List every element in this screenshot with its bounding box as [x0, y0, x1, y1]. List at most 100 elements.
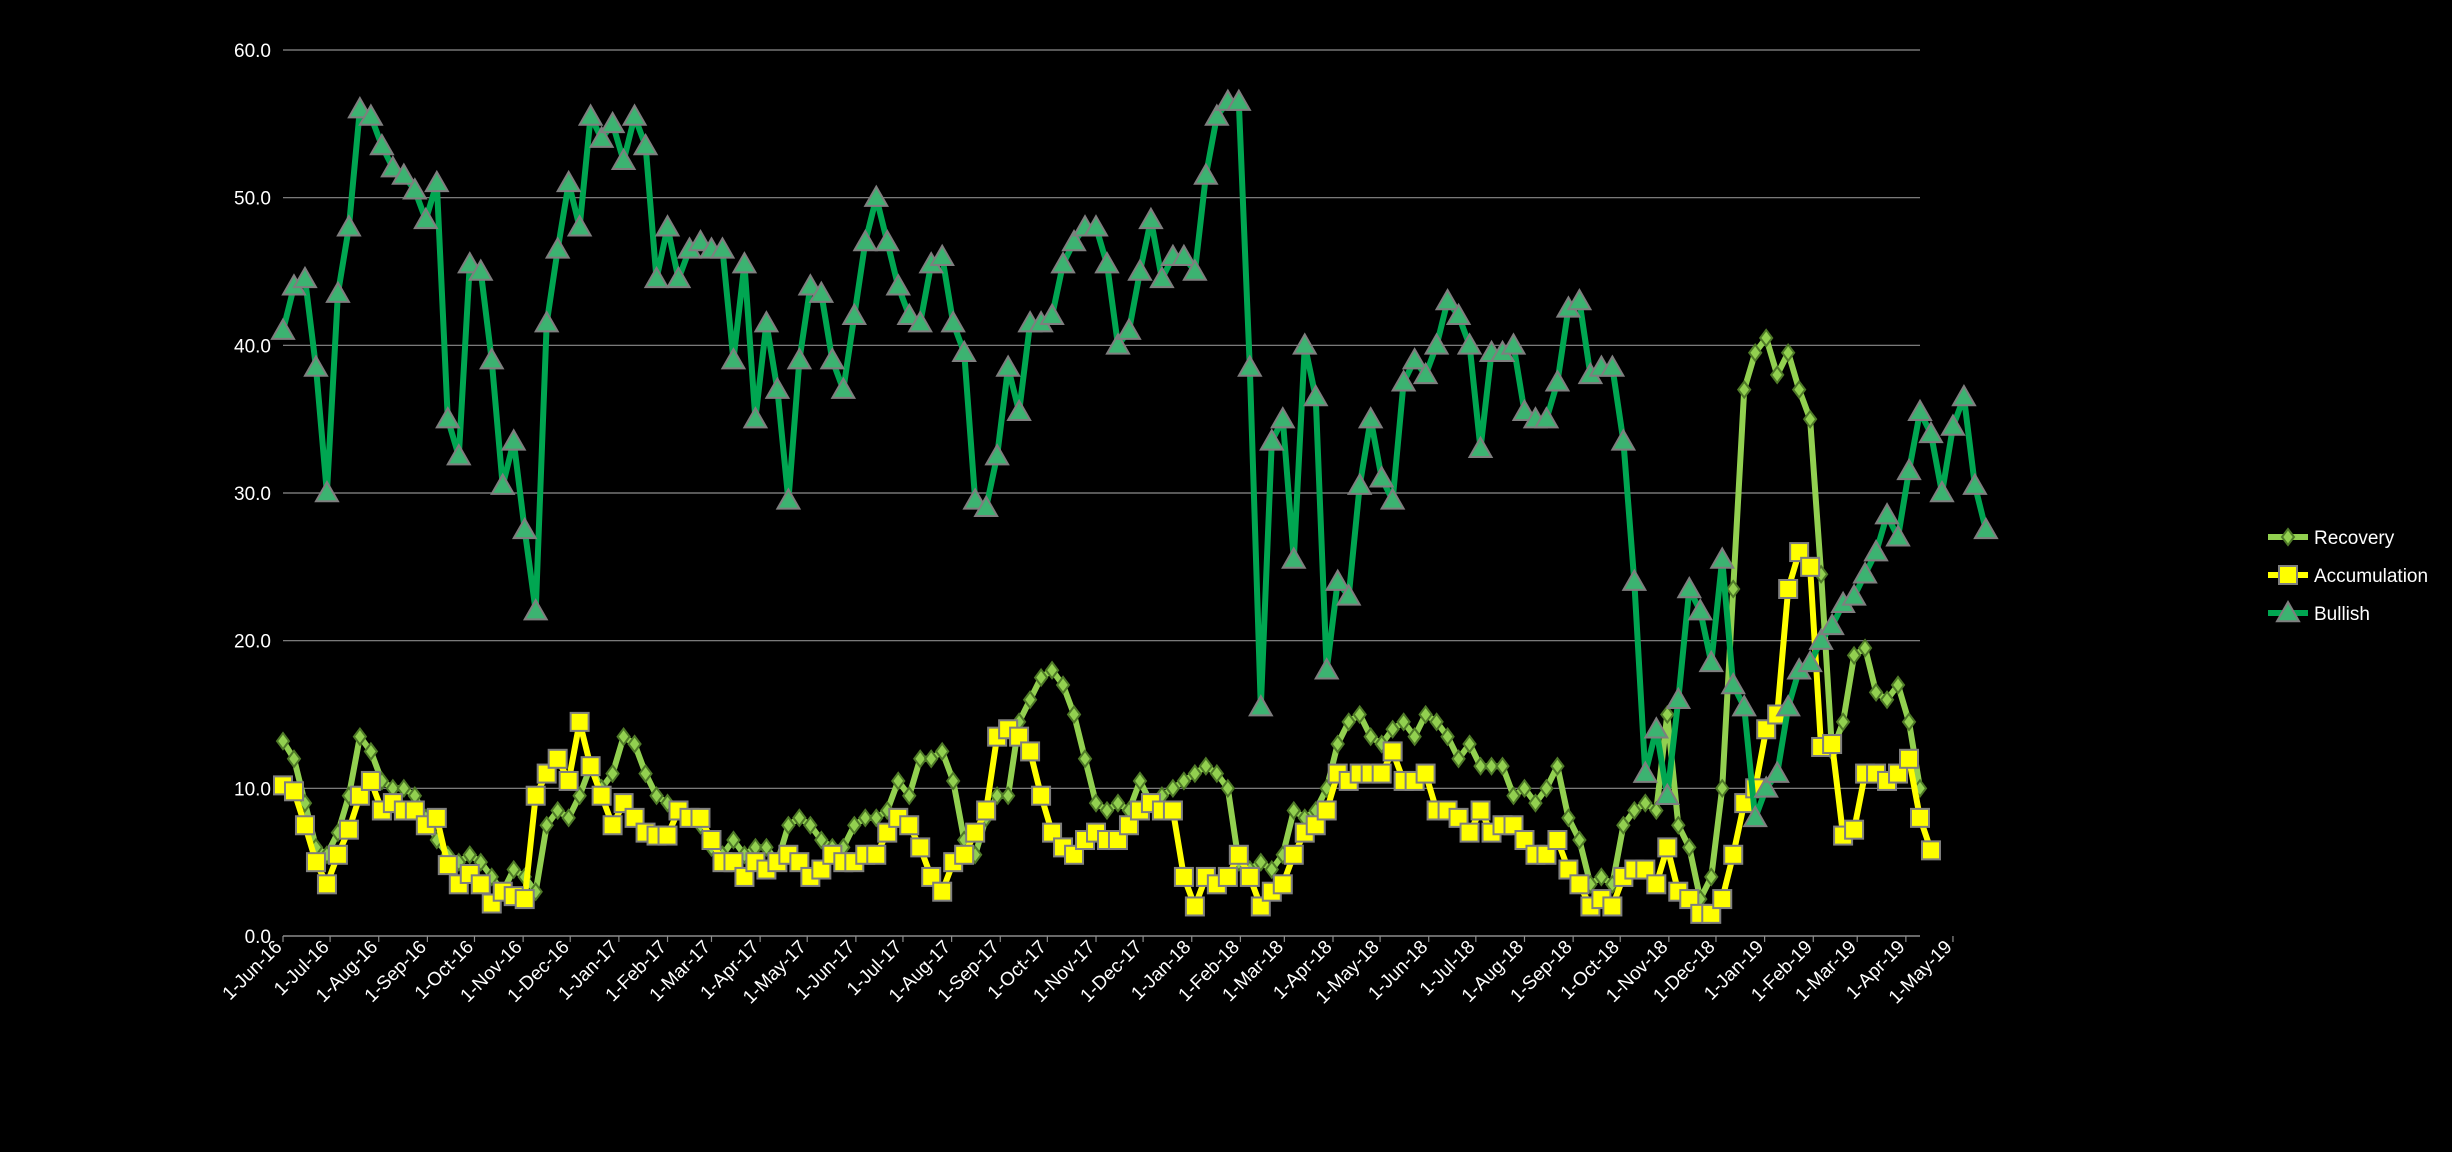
accumulation-point [1569, 874, 1590, 895]
bullish-point [1566, 288, 1593, 311]
bullish-point [819, 347, 846, 370]
accumulation-point [569, 711, 590, 732]
recovery-point [1758, 328, 1774, 348]
accumulation-point [932, 881, 953, 902]
recovery-point [1363, 726, 1378, 747]
legend-marker-accumulation [2278, 565, 2298, 585]
accumulation-point [1822, 734, 1843, 755]
recovery-point [1780, 343, 1796, 363]
bullish-point [1226, 88, 1252, 111]
bullish-point [1061, 228, 1087, 252]
recovery-point [1396, 712, 1411, 732]
bullish-point [709, 236, 736, 259]
bullish-point [1918, 420, 1944, 444]
bullish-point [665, 265, 692, 289]
bullish-point [643, 265, 670, 289]
accumulation-point [701, 830, 722, 851]
recovery-point [605, 763, 620, 784]
bullish-point [292, 265, 318, 289]
recovery-point [1286, 800, 1302, 821]
recovery-point [803, 815, 818, 835]
y-tick-label: 30.0 [234, 484, 271, 505]
recovery-point [1714, 778, 1730, 798]
accumulation-point [1228, 844, 1249, 865]
recovery-point [1418, 704, 1433, 725]
accumulation-point [426, 807, 447, 828]
bullish-point [753, 310, 780, 333]
recovery-point [1725, 579, 1741, 599]
accumulation-point [1305, 815, 1326, 836]
bullish-point [1445, 302, 1472, 326]
bullish-point [1204, 103, 1230, 126]
recovery-point [616, 726, 631, 747]
bullish-point [1951, 384, 1977, 407]
accumulation-point [1118, 815, 1139, 836]
gridlines [283, 49, 1920, 789]
accumulation-point [910, 837, 931, 858]
recovery-point [506, 859, 521, 880]
bullish-point [687, 228, 714, 252]
bullish-point [1412, 361, 1439, 385]
accumulation-point [1173, 866, 1194, 887]
recovery-point [1110, 793, 1126, 813]
bullish-point [457, 251, 483, 274]
recovery-point [1132, 771, 1148, 791]
recovery-point [1857, 638, 1873, 658]
recovery-point [1868, 682, 1884, 703]
recovery-point [1407, 726, 1422, 747]
accumulation-point [327, 844, 348, 865]
bullish-point [1797, 649, 1823, 673]
bullish-point [1423, 332, 1450, 355]
recovery-point [1044, 660, 1060, 680]
legend-item-bullish: Bullish [2268, 599, 2370, 625]
bullish-point [1270, 406, 1296, 429]
recovery-point [1165, 778, 1181, 798]
bullish-point [1390, 369, 1417, 392]
recovery-point [1209, 763, 1225, 784]
bullish-point [1742, 804, 1768, 828]
accumulation-line [280, 549, 1934, 917]
bullish-point [1874, 502, 1900, 525]
bullish-point [1248, 694, 1274, 717]
bullish-point [1632, 760, 1659, 783]
accumulation-point [1470, 800, 1491, 821]
accumulation-point [1899, 748, 1920, 769]
accumulation-point [558, 770, 579, 791]
recovery-point [1176, 771, 1192, 791]
recovery-point [1791, 379, 1807, 400]
y-tick-label: 50.0 [234, 189, 271, 210]
recovery-point [1835, 712, 1851, 732]
bullish-point [1720, 671, 1746, 695]
recovery-point [934, 741, 950, 762]
legend-item-accumulation: Accumulation [2268, 565, 2428, 587]
bullish-point [369, 132, 395, 156]
recovery-point [781, 815, 796, 835]
bullish-point [1094, 251, 1120, 274]
accumulation-point [591, 785, 612, 806]
accumulation-point [1250, 896, 1271, 917]
recovery-point [1264, 859, 1280, 880]
bullish-point [940, 310, 966, 333]
bullish-point [775, 487, 802, 510]
bullish-point [1401, 347, 1428, 370]
bullish-point [577, 103, 604, 126]
bullish-point [984, 443, 1010, 466]
bullish-point [380, 155, 406, 178]
bullish-point [797, 273, 824, 296]
recovery-point [1528, 793, 1543, 813]
accumulation-point [877, 822, 898, 843]
accumulation-point [1536, 844, 1557, 865]
bullish-point [347, 96, 373, 119]
accumulation-point [1042, 822, 1063, 843]
recovery-point [462, 845, 478, 865]
accumulation-point [613, 793, 634, 814]
bullish-point [621, 103, 648, 126]
bullish-point [1357, 406, 1384, 429]
bullish-point [1127, 258, 1153, 281]
recovery-point [627, 734, 642, 754]
recovery-point [1000, 786, 1016, 806]
recovery-point [1660, 704, 1675, 725]
bullish-point [1731, 694, 1757, 717]
y-tick-label: 10.0 [234, 779, 271, 800]
accumulation-point [525, 785, 546, 806]
